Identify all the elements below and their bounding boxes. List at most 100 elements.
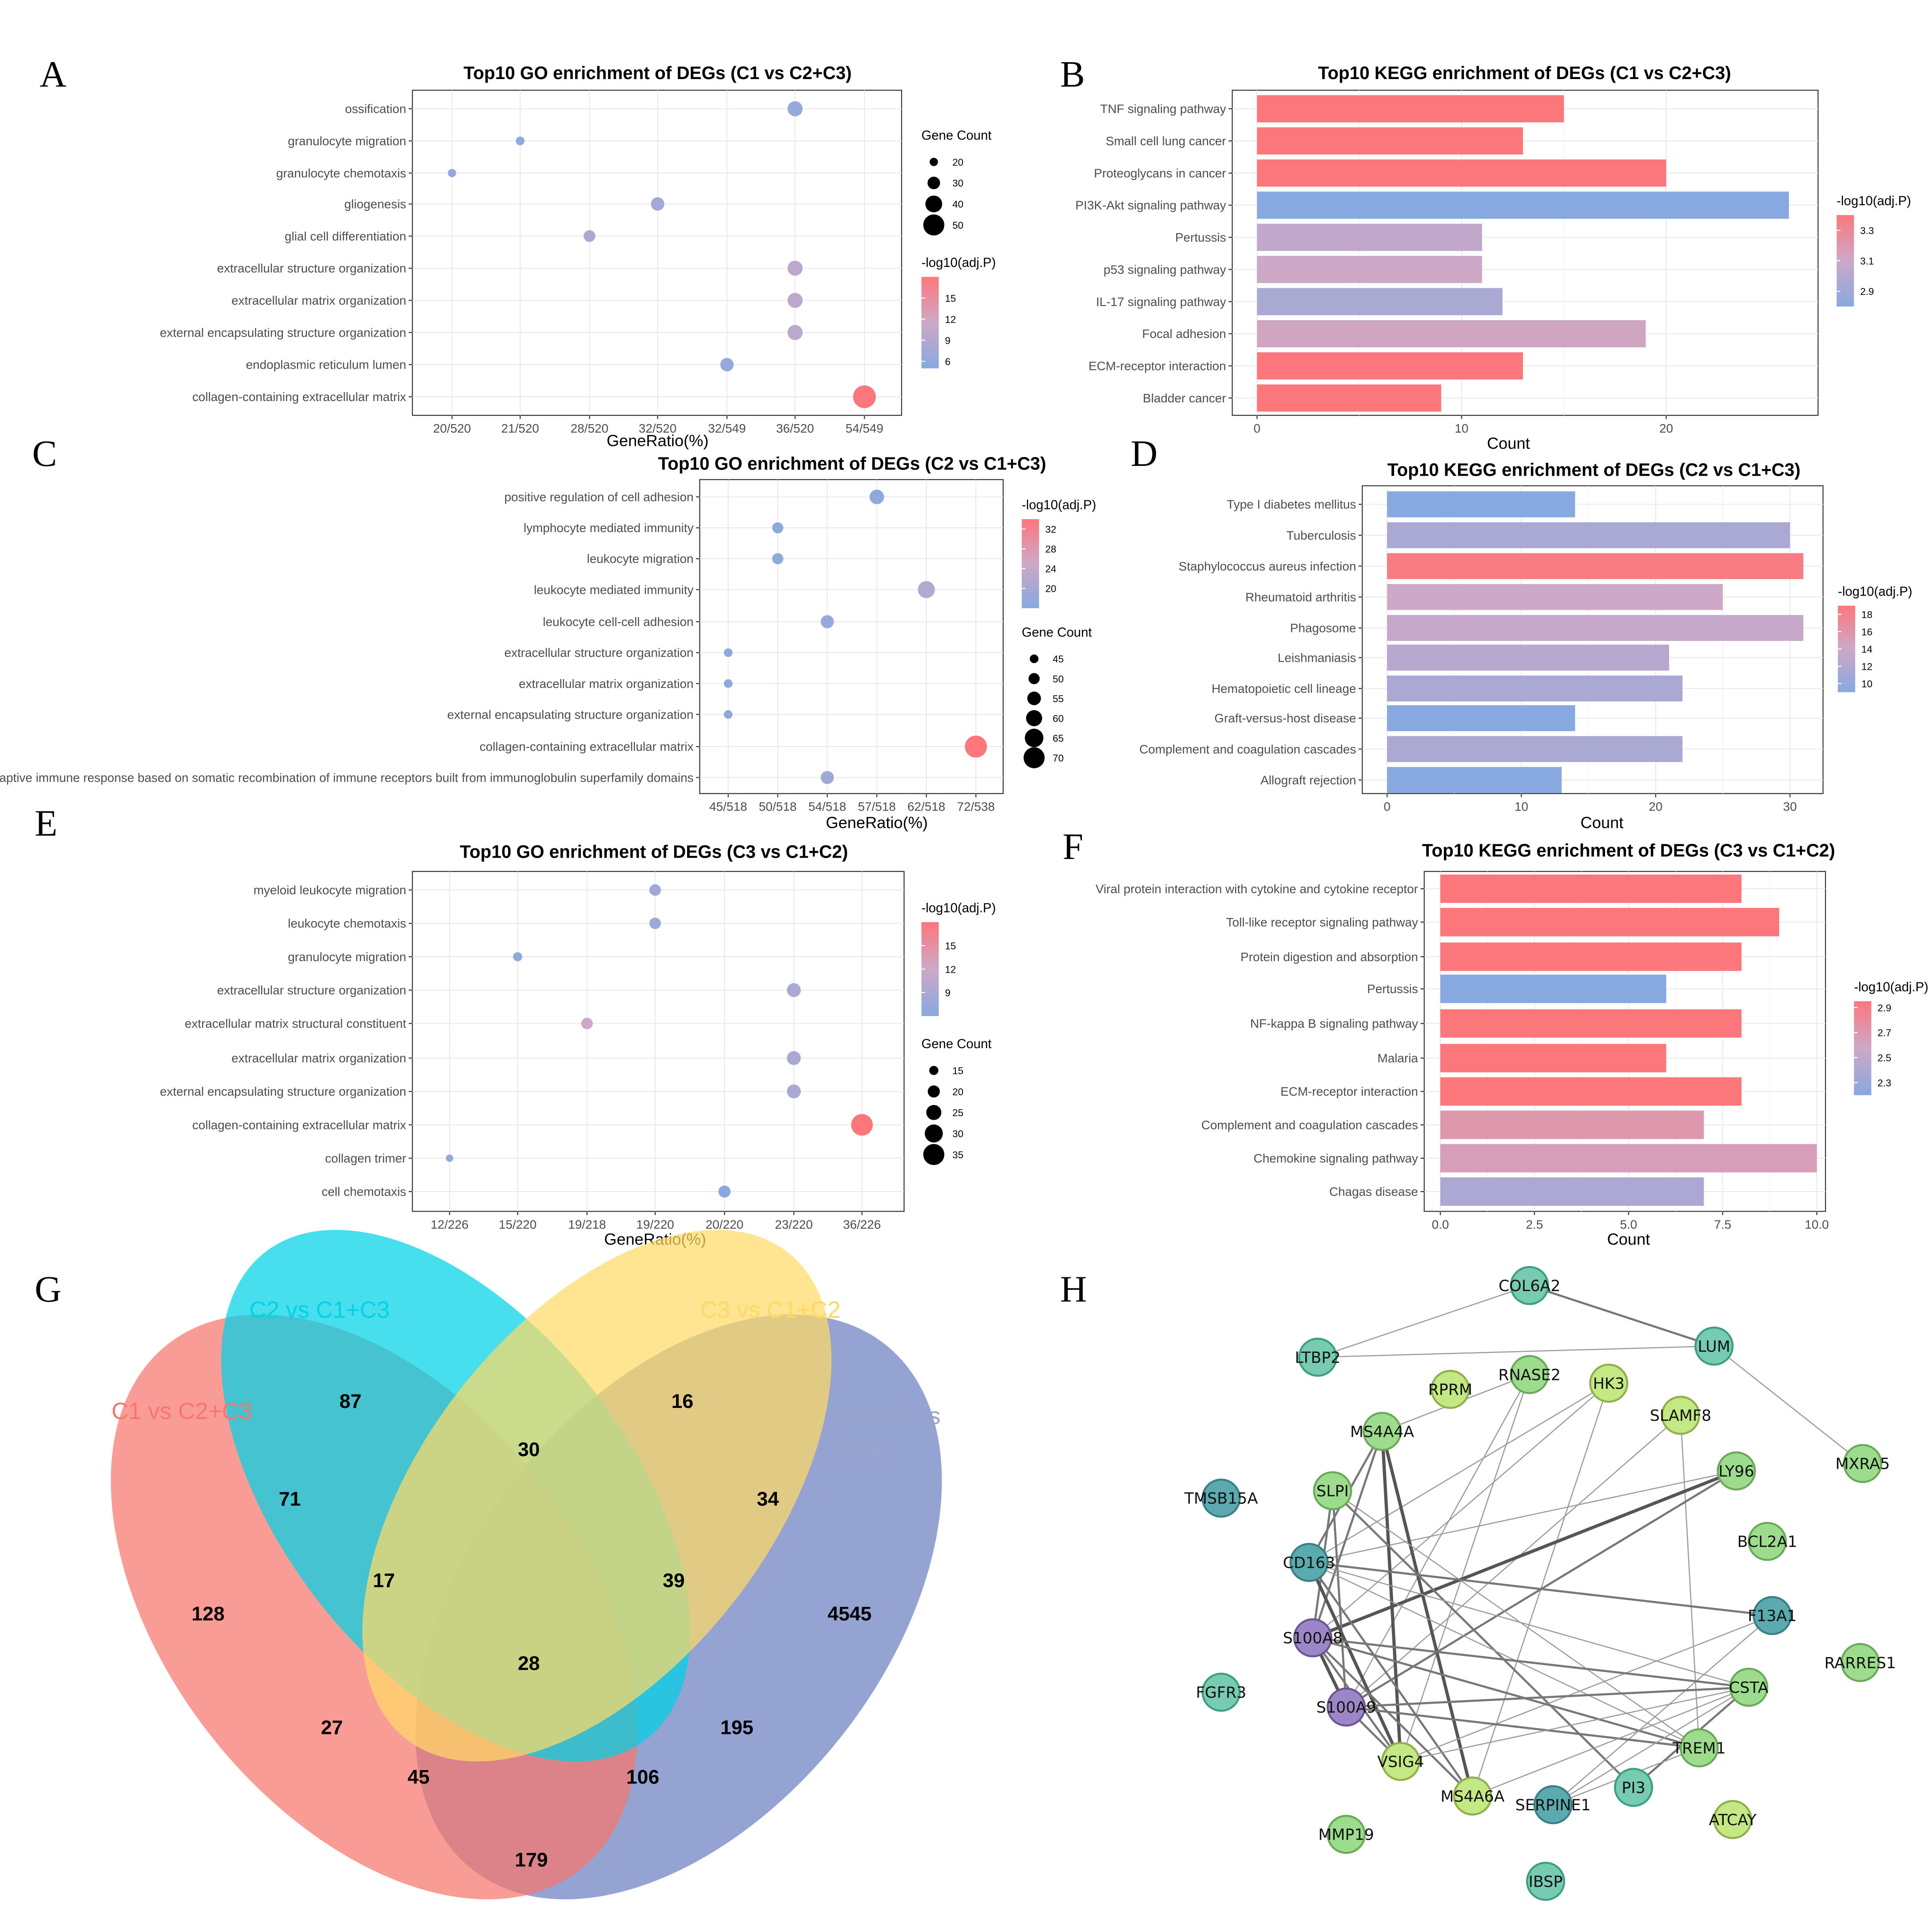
panel-E-y-tick-label-5: extracellular matrix organization: [231, 1051, 406, 1065]
panel-B-bar-7: [1257, 320, 1646, 348]
panel-E-y-tick-label-4: extracellular matrix structural constitu…: [185, 1017, 406, 1030]
panel-C-x-tick-label-0: 45/518: [709, 800, 747, 814]
network-edge: [1312, 1637, 1700, 1749]
panel-E-x-tick-label-1: 15/220: [499, 1217, 537, 1231]
panel-F-y-tick-label-5: Malaria: [1377, 1051, 1418, 1065]
panel-A-y-tick-label-7: external encapsulating structure organiz…: [160, 326, 406, 339]
panel-H-letter: H: [1060, 1269, 1087, 1310]
panel-E-dot-7: [851, 1114, 873, 1136]
panel-E-size-legend-dot: [929, 1065, 938, 1075]
panel-b: B Top10 KEGG enrichment of DEGs (C1 vs C2…: [1060, 54, 1911, 452]
panel-C-y-tick-label-3: leukocyte mediated immunity: [534, 583, 693, 596]
panel-D-colorbar-tick-label-4: 10: [1861, 678, 1872, 689]
panel-G-letter: G: [35, 1269, 61, 1310]
panel-F-y-tick-label-2: Protein digestion and absorption: [1240, 950, 1418, 964]
venn-region-count: 16: [672, 1391, 694, 1412]
panel-B-y-tick-label-8: ECM-receptor interaction: [1089, 359, 1226, 373]
network-node-label-slamf8: SLAMF8: [1650, 1407, 1711, 1425]
panel-C-y-tick-label-6: extracellular matrix organization: [519, 677, 693, 691]
panel-D-bar-5: [1387, 644, 1670, 671]
panel-D-x-axis-label: Count: [1581, 814, 1624, 832]
panel-E-dot-8: [445, 1154, 453, 1162]
panel-C-y-tick-label-0: positive regulation of cell adhesion: [504, 490, 693, 504]
network-edge: [1400, 1686, 1749, 1762]
panel-A-letter: A: [40, 54, 66, 95]
panel-F-y-tick-label-9: Chagas disease: [1329, 1185, 1418, 1199]
panel-C-x-tick-label-2: 54/518: [808, 800, 846, 814]
panel-B-x-tick-label-1: 10: [1455, 421, 1468, 435]
panel-F-x-tick-label-0: 0.0: [1432, 1217, 1449, 1231]
panel-C-size-legend-dot: [1027, 692, 1041, 705]
network-edge: [1312, 1383, 1610, 1638]
panel-E-dot-4: [581, 1018, 593, 1030]
panel-E-size-legend-dot: [923, 1144, 945, 1165]
network-edge: [1308, 1562, 1474, 1797]
panel-A-size-legend-dot: [927, 176, 940, 190]
panel-B-bar-3: [1257, 191, 1789, 219]
panel-C-y-tick-label-7: external encapsulating structure organiz…: [447, 708, 694, 721]
panel-E-y-tick-label-2: granulocyte migration: [288, 950, 406, 964]
panel-E-y-tick-label-3: extracellular structure organization: [217, 983, 406, 997]
network-node-tmsb15a: [1201, 1479, 1241, 1518]
panel-C-size-legend-dot: [1028, 673, 1040, 684]
venn-set-ellipse-2: [362, 1230, 832, 1762]
network-node-label-atcay: ATCAY: [1709, 1811, 1757, 1829]
panel-C-dot-9: [820, 771, 834, 784]
panel-C-colorbar-tick-label-0: 32: [1045, 524, 1056, 535]
venn-region-count: 34: [757, 1488, 779, 1510]
network-node-label-ibsp: IBSP: [1529, 1873, 1563, 1891]
panel-g: G C1 vs C2+C3 C2 vs C1+C3 C3 vs C1+C2 Normal…: [35, 1230, 942, 1900]
panel-B-y-tick-label-0: TNF signaling pathway: [1100, 102, 1226, 116]
panel-E-dot-3: [787, 983, 801, 997]
panel-D-y-tick-label-6: Hematopoietic cell lineage: [1212, 682, 1356, 696]
network-node-label-ms4a6a: MS4A6A: [1440, 1788, 1504, 1805]
panel-A-dot-2: [448, 169, 457, 177]
panel-E-dot-9: [718, 1185, 731, 1198]
panel-D-x-tick-label-2: 20: [1649, 800, 1662, 814]
panel-A-y-tick-label-0: ossification: [345, 102, 406, 116]
network-edge: [1346, 1686, 1749, 1708]
panel-F-color-legend-title: -log10(adj.P): [1854, 980, 1928, 994]
network-node-label-s100a9: S100A9: [1316, 1699, 1376, 1717]
panel-C-dot-1: [772, 522, 783, 533]
panel-C-dot-7: [724, 710, 733, 719]
panel-D-bar-7: [1387, 705, 1575, 731]
venn-region-count: 4545: [827, 1603, 871, 1625]
panel-A-y-tick-label-4: glial cell differentiation: [285, 229, 406, 243]
network-node-label-cd163: CD163: [1283, 1554, 1336, 1572]
network-edge: [1680, 1415, 1700, 1748]
panel-E-dot-0: [649, 884, 661, 896]
panel-E-size-legend-label-3: 30: [952, 1128, 963, 1139]
panel-A-color-legend-title: -log10(adj.P): [922, 256, 996, 270]
panel-E-x-tick-label-4: 20/220: [706, 1217, 743, 1231]
panel-F-colorbar: [1854, 1001, 1872, 1095]
panel-E-size-legend-label-1: 20: [952, 1086, 963, 1097]
network-node-atcay: [1713, 1800, 1753, 1839]
panel-E-size-legend-label-4: 35: [952, 1149, 963, 1161]
panel-F-colorbar-tick-label-3: 2.3: [1877, 1077, 1891, 1089]
panel-F-y-tick-label-8: Chemokine signaling pathway: [1253, 1152, 1418, 1165]
panel-A-size-legend-dot: [930, 158, 938, 166]
network-edge: [1553, 1686, 1749, 1805]
panel-B-bar-1: [1257, 127, 1523, 155]
panel-F-title: Top10 KEGG enrichment of DEGs (C3 vs C1+…: [1422, 840, 1835, 861]
panel-B-y-tick-label-7: Focal adhesion: [1142, 327, 1226, 341]
panel-A-y-tick-label-9: collagen-containing extracellular matrix: [192, 390, 406, 404]
panel-E-size-legend-label-0: 15: [952, 1065, 963, 1077]
network-edge: [1312, 1469, 1737, 1639]
panel-C-size-legend-dot: [1025, 728, 1044, 747]
venn-set-label-1: C2 vs C1+C3: [249, 1297, 390, 1323]
panel-A-size-legend-label-1: 30: [952, 178, 963, 189]
network-node-s100a8: [1293, 1618, 1332, 1658]
panel-F-bar-9: [1440, 1177, 1704, 1206]
panel-C-colorbar: [1022, 519, 1039, 608]
network-edge: [1529, 1284, 1714, 1348]
panel-C-dot-6: [724, 679, 733, 688]
panel-F-bar-6: [1440, 1077, 1742, 1106]
panel-F-bar-7: [1440, 1110, 1704, 1139]
panel-C-size-legend-label-5: 70: [1053, 752, 1064, 763]
venn-region-count: 128: [191, 1603, 224, 1625]
network-edge: [1346, 1415, 1681, 1708]
network-node-ibsp: [1526, 1861, 1566, 1901]
panel-A-y-tick-label-5: extracellular structure organization: [217, 262, 406, 275]
